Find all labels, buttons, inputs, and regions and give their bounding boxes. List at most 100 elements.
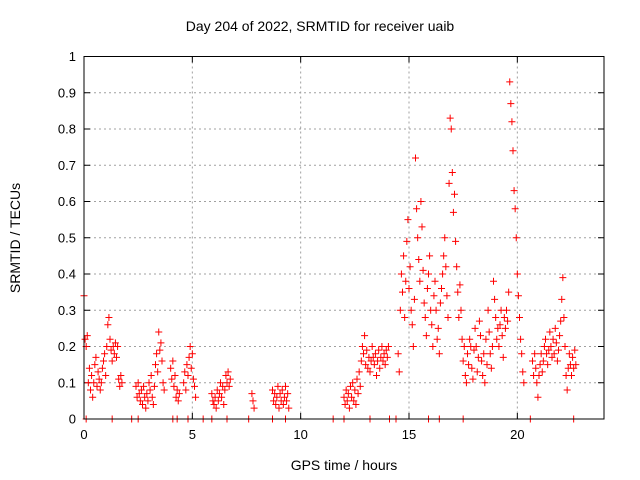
data-point (148, 393, 156, 401)
data-point (133, 393, 141, 401)
data-point (556, 332, 564, 340)
data-point (156, 346, 164, 354)
data-point (153, 350, 161, 358)
data-point (420, 299, 428, 307)
data-point (400, 252, 408, 260)
data-point (342, 386, 350, 394)
x-tick-label: 20 (510, 427, 524, 442)
data-point (208, 390, 216, 398)
data-point (519, 368, 527, 376)
data-point (485, 328, 493, 336)
data-point (383, 353, 391, 361)
data-point (170, 382, 178, 390)
data-point (141, 393, 149, 401)
data-point (478, 357, 486, 365)
data-point (81, 335, 89, 343)
data-point (460, 343, 468, 350)
data-point (357, 357, 365, 365)
data-point (457, 306, 465, 314)
data-point (106, 335, 114, 343)
data-point (474, 353, 482, 361)
data-point (419, 266, 427, 274)
data-point (105, 314, 113, 321)
data-point (539, 357, 547, 365)
data-point (415, 256, 423, 263)
data-point (345, 404, 353, 412)
data-point (250, 404, 258, 412)
data-point (347, 382, 354, 390)
data-point (352, 401, 360, 408)
data-point (465, 361, 473, 369)
data-point (500, 314, 508, 321)
data-point (482, 335, 490, 343)
data-point (94, 368, 102, 376)
y-tick-label: 0.1 (58, 375, 76, 390)
data-point (188, 350, 196, 358)
data-point (481, 379, 489, 387)
data-point (453, 263, 461, 271)
data-point (152, 361, 159, 369)
data-point (377, 353, 385, 361)
data-point (100, 357, 107, 365)
data-point (425, 270, 432, 278)
data-point (553, 357, 561, 365)
data-point (405, 285, 413, 292)
data-point (491, 295, 499, 303)
x-tick-label: 15 (402, 427, 416, 442)
data-point (137, 386, 145, 394)
data-point (569, 353, 577, 361)
data-point (529, 357, 536, 365)
data-point (486, 350, 494, 358)
data-point (484, 306, 492, 314)
data-point (367, 357, 375, 365)
data-point (158, 357, 166, 365)
data-point (103, 343, 111, 350)
data-point (472, 343, 480, 350)
data-point (428, 321, 436, 329)
data-point (89, 393, 97, 401)
data-point (380, 350, 388, 358)
data-point (175, 390, 183, 398)
data-point (442, 263, 450, 271)
y-tick-label: 0.9 (58, 85, 76, 100)
data-point (189, 375, 197, 383)
data-point (192, 393, 200, 401)
data-point (459, 357, 467, 365)
data-point (410, 295, 418, 303)
data-point (183, 361, 191, 369)
data-point (468, 364, 476, 372)
data-point (508, 118, 516, 126)
data-point (270, 397, 278, 405)
data-point (249, 397, 257, 405)
data-point (107, 346, 115, 354)
data-point (371, 350, 379, 358)
data-point (547, 343, 555, 350)
x-tick-label: 0 (80, 427, 87, 442)
data-point (274, 382, 282, 390)
data-point (422, 332, 430, 340)
data-point (217, 379, 224, 387)
data-point (276, 390, 284, 398)
data-point (95, 375, 103, 383)
data-point (404, 216, 412, 224)
data-point (470, 346, 478, 354)
data-point (98, 364, 106, 372)
data-point (506, 78, 514, 86)
data-point (355, 368, 363, 376)
data-point (443, 292, 451, 300)
data-point (518, 350, 526, 358)
data-point (550, 350, 558, 358)
data-point (181, 368, 189, 376)
data-point (555, 346, 562, 354)
data-point (226, 375, 234, 383)
data-point (561, 343, 569, 350)
data-point (343, 397, 351, 405)
data-point (510, 187, 518, 195)
data-point (136, 397, 144, 405)
data-point (549, 335, 557, 343)
data-point (358, 343, 366, 350)
data-point (97, 379, 105, 387)
y-tick-label: 0.8 (58, 122, 76, 137)
data-point (134, 379, 142, 387)
data-point (444, 314, 452, 321)
